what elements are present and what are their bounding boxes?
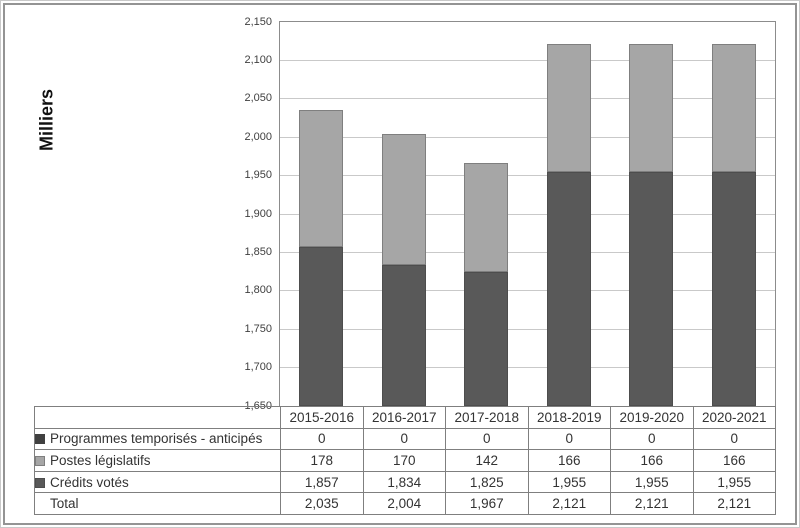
series-label-text: Postes législatifs [50, 452, 151, 468]
y-axis-tick-label: 2,050 [244, 92, 272, 105]
value-cell: 1,857 [280, 470, 364, 494]
y-axis-tick-label: 1,900 [244, 207, 272, 220]
year-header-cell: 2015-2016 [280, 406, 364, 429]
y-axis-tick-label: 1,950 [244, 169, 272, 182]
legend-marker-credits-votes-icon [35, 477, 45, 488]
bar-segment-credits-votes [711, 171, 756, 406]
year-header-cell: 2019-2020 [610, 406, 694, 429]
y-axis-title: Milliers [36, 88, 57, 152]
y-axis-tick-label: 1,800 [244, 284, 272, 297]
value-cell: 166 [527, 449, 611, 472]
gridline [280, 136, 775, 138]
bar-segment-credits-votes [381, 264, 426, 406]
value-cell: 2,121 [610, 492, 694, 515]
year-header-cell: 2018-2019 [527, 406, 611, 429]
value-cell: 2,121 [527, 492, 611, 515]
bar-segment-credits-votes [464, 271, 509, 406]
series-label-cell: Postes législatifs [34, 449, 281, 472]
year-header-cell: 2017-2018 [445, 406, 529, 429]
value-cell: 1,825 [445, 470, 529, 494]
y-axis-tick-label: 1,750 [244, 322, 272, 335]
gridline [280, 175, 775, 177]
table-corner-blank [34, 406, 281, 429]
year-header-cell: 2016-2017 [362, 406, 446, 429]
value-cell: 178 [280, 449, 364, 472]
series-label-cell: Crédits votés [34, 470, 281, 494]
value-cell: 0 [527, 427, 611, 451]
plot-area [279, 21, 776, 407]
value-cell: 142 [445, 449, 529, 472]
gridline [280, 213, 775, 215]
gridline [280, 98, 775, 100]
gridline [280, 59, 775, 61]
y-axis-tick-label: 2,000 [244, 130, 272, 143]
bar-segment-postes-legislatifs [629, 44, 674, 172]
bar-segment-postes-legislatifs [464, 162, 509, 272]
bar-segment-credits-votes [546, 171, 591, 406]
series-label-cell: Total [34, 492, 281, 515]
value-cell: 2,035 [280, 492, 364, 515]
bar-segment-postes-legislatifs [711, 44, 756, 172]
y-axis-tick-label: 2,100 [244, 53, 272, 66]
value-cell: 1,955 [527, 470, 611, 494]
value-cell: 2,004 [362, 492, 446, 515]
table-row-total: Total 2,035 2,004 1,967 2,121 2,121 2,121 [34, 492, 776, 515]
value-cell: 1,955 [610, 470, 694, 494]
value-cell: 2,121 [692, 492, 776, 515]
year-header-cell: 2020-2021 [692, 406, 776, 429]
gridline [280, 367, 775, 369]
value-cell: 1,955 [692, 470, 776, 494]
series-label-text: Crédits votés [50, 474, 129, 490]
gridline [280, 251, 775, 253]
legend-marker-postes-legislatifs-icon [35, 455, 45, 466]
table-row-programmes-temporises-anticipes: Programmes temporisés - anticipés 0 0 0 0 0 0 [34, 427, 776, 451]
bar-segment-postes-legislatifs [381, 134, 426, 265]
bar-segment-credits-votes [299, 247, 344, 406]
legend-marker-programmes-temporises-anticipes-icon [35, 434, 45, 445]
value-cell: 0 [362, 427, 446, 451]
y-axis-tick-label: 1,850 [244, 245, 272, 258]
bar-segment-postes-legislatifs [299, 110, 344, 248]
value-cell: 1,967 [445, 492, 529, 515]
bar-segment-postes-legislatifs [546, 44, 591, 172]
table-header-row: 2015-2016 2016-2017 2017-2018 2018-2019 2019… [34, 406, 776, 429]
gridline [280, 290, 775, 292]
series-label-text: Total [50, 496, 79, 512]
value-cell: 166 [692, 449, 776, 472]
bar-segment-credits-votes [629, 171, 674, 406]
value-cell: 166 [610, 449, 694, 472]
value-cell: 170 [362, 449, 446, 472]
series-label-cell: Programmes temporisés - anticipés [34, 427, 281, 451]
gridline [280, 328, 775, 330]
series-label-text: Programmes temporisés - anticipés [50, 431, 263, 447]
value-cell: 0 [610, 427, 694, 451]
y-axis-tick-label: 1,700 [244, 361, 272, 374]
value-cell: 0 [280, 427, 364, 451]
value-cell: 0 [692, 427, 776, 451]
data-table: 2015-2016 2016-2017 2017-2018 2018-2019 2019… [34, 406, 776, 515]
y-axis-tick-label: 2,150 [244, 15, 272, 28]
value-cell: 1,834 [362, 470, 446, 494]
table-row-credits-votes: Crédits votés 1,857 1,834 1,825 1,955 1,955 1,… [34, 470, 776, 494]
value-cell: 0 [445, 427, 529, 451]
table-row-postes-legislatifs: Postes législatifs 178 170 142 166 166 166 [34, 449, 776, 472]
